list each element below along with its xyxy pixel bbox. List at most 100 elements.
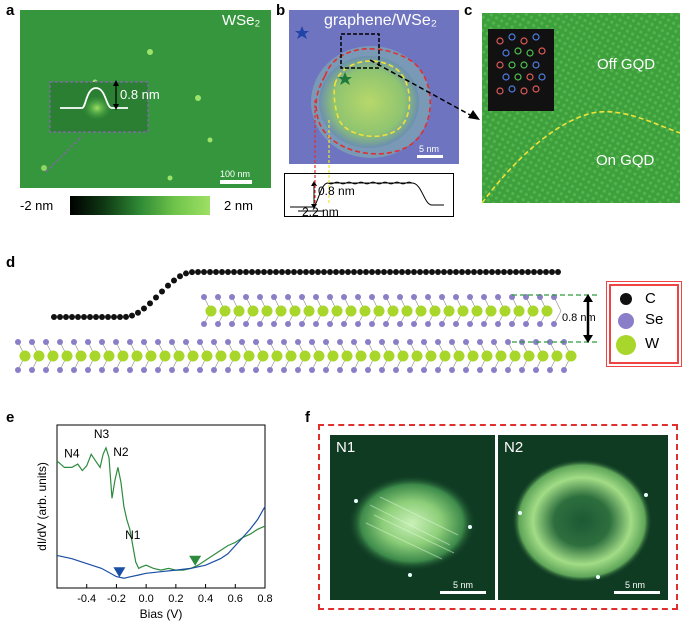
selenium-atom: [481, 294, 487, 300]
carbon-atom: [177, 273, 183, 280]
selenium-atom: [491, 339, 497, 345]
selenium-atom: [421, 339, 427, 345]
selenium-atom: [197, 367, 203, 373]
carbon-atom: [375, 269, 381, 275]
selenium-atom: [71, 339, 77, 345]
selenium-atom: [309, 367, 315, 373]
selenium-atom: [341, 294, 347, 300]
selenium-atom: [383, 321, 389, 327]
carbon-atom: [321, 269, 327, 275]
panel-f-n2-scalebar: 5 nm: [625, 580, 646, 590]
carbon-atom: [207, 269, 213, 275]
carbon-atom: [453, 269, 459, 275]
panel-b-scalebar: 5 nm: [419, 144, 440, 154]
carbon-atom: [171, 277, 177, 284]
selenium-atom: [215, 321, 221, 327]
series-line-0: [56, 446, 266, 571]
carbon-atom: [387, 269, 393, 275]
carbon-atom: [303, 269, 309, 275]
selenium-atom: [519, 367, 525, 373]
panel-c-off-label: Off GQD: [597, 56, 656, 73]
selenium-atom: [225, 367, 231, 373]
carbon-atom: [501, 269, 507, 275]
tungsten-atom: [495, 350, 507, 362]
colorbar: [70, 196, 210, 215]
carbon-atom: [447, 269, 453, 275]
carbon-atom: [129, 312, 135, 319]
carbon-atom: [267, 269, 273, 275]
selenium-atom: [337, 339, 343, 345]
tungsten-atom: [303, 305, 315, 317]
selenium-atom: [113, 339, 119, 345]
x-tick-label: -0.4: [77, 593, 96, 605]
tungsten-atom: [317, 305, 329, 317]
carbon-atom: [525, 269, 531, 275]
selenium-atom: [239, 367, 245, 373]
tungsten-atom: [551, 350, 563, 362]
selenium-atom: [547, 367, 553, 373]
tungsten-atom: [131, 350, 143, 362]
selenium-atom: [407, 367, 413, 373]
panel-f-image-n2: [498, 435, 668, 600]
tungsten-atom: [359, 305, 371, 317]
carbon-atom: [327, 269, 333, 275]
selenium-atom: [15, 367, 21, 373]
selenium-atom: [225, 339, 231, 345]
carbon-atom: [261, 269, 267, 275]
colorbar-min-label: -2 nm: [20, 198, 54, 213]
tungsten-atom: [33, 350, 45, 362]
panel-d-gap-marker: [512, 294, 600, 343]
carbon-atom: [495, 269, 501, 275]
panel-c-on-label: On GQD: [596, 152, 655, 169]
graphene-layer: [51, 269, 561, 320]
tungsten-atom: [537, 350, 549, 362]
tungsten-atom: [145, 350, 157, 362]
selenium-atom: [533, 367, 539, 373]
panel-d-gap-label: 0.8 nm: [562, 312, 596, 324]
carbon-atom: [63, 314, 69, 320]
tungsten-atom: [117, 350, 129, 362]
selenium-atom: [561, 367, 567, 373]
selenium-atom: [183, 367, 189, 373]
carbon-atom: [195, 269, 201, 275]
carbon-atom: [237, 269, 243, 275]
panel-d-crystal: [15, 269, 577, 373]
panel-e-chart: -0.4 -0.2 0.0 0.2 0.4 0.6 0.8 Bias (V) dI/dV (ar…: [35, 424, 273, 621]
selenium-atom: [183, 339, 189, 345]
carbon-atom: [369, 269, 375, 275]
selenium-atom: [57, 339, 63, 345]
selenium-atom: [351, 339, 357, 345]
tungsten-atom: [467, 350, 479, 362]
selenium-atom: [141, 367, 147, 373]
selenium-atom: [407, 339, 413, 345]
tungsten-atom: [397, 350, 409, 362]
selenium-atom: [281, 367, 287, 373]
x-tick-label: 0.2: [168, 593, 183, 605]
tungsten-atom: [103, 350, 115, 362]
carbon-atom: [435, 269, 441, 275]
selenium-atom: [365, 367, 371, 373]
tungsten-atom: [187, 350, 199, 362]
selenium-atom: [257, 321, 263, 327]
tungsten-atom: [89, 350, 101, 362]
x-tick-label: 0.4: [198, 593, 213, 605]
tungsten-atom: [415, 305, 427, 317]
panel-b-guide-lines: [314, 100, 330, 204]
panel-d-label: d: [6, 254, 16, 271]
selenium-atom: [393, 367, 399, 373]
selenium-atom: [323, 367, 329, 373]
selenium-atom: [267, 339, 273, 345]
selenium-atom: [509, 321, 515, 327]
selenium-atom: [29, 339, 35, 345]
carbon-atom: [351, 269, 357, 275]
selenium-atom: [505, 367, 511, 373]
legend-selenium-atom: [618, 313, 634, 329]
carbon-atom: [417, 269, 423, 275]
panel-e-label: e: [6, 409, 15, 426]
panel-f-image-n1: [330, 435, 495, 600]
carbon-atom: [93, 314, 99, 320]
panel-a-label: a: [6, 2, 15, 19]
selenium-atom: [365, 339, 371, 345]
panel-f-n1-scalebar: 5 nm: [453, 580, 474, 590]
selenium-atom: [253, 339, 259, 345]
